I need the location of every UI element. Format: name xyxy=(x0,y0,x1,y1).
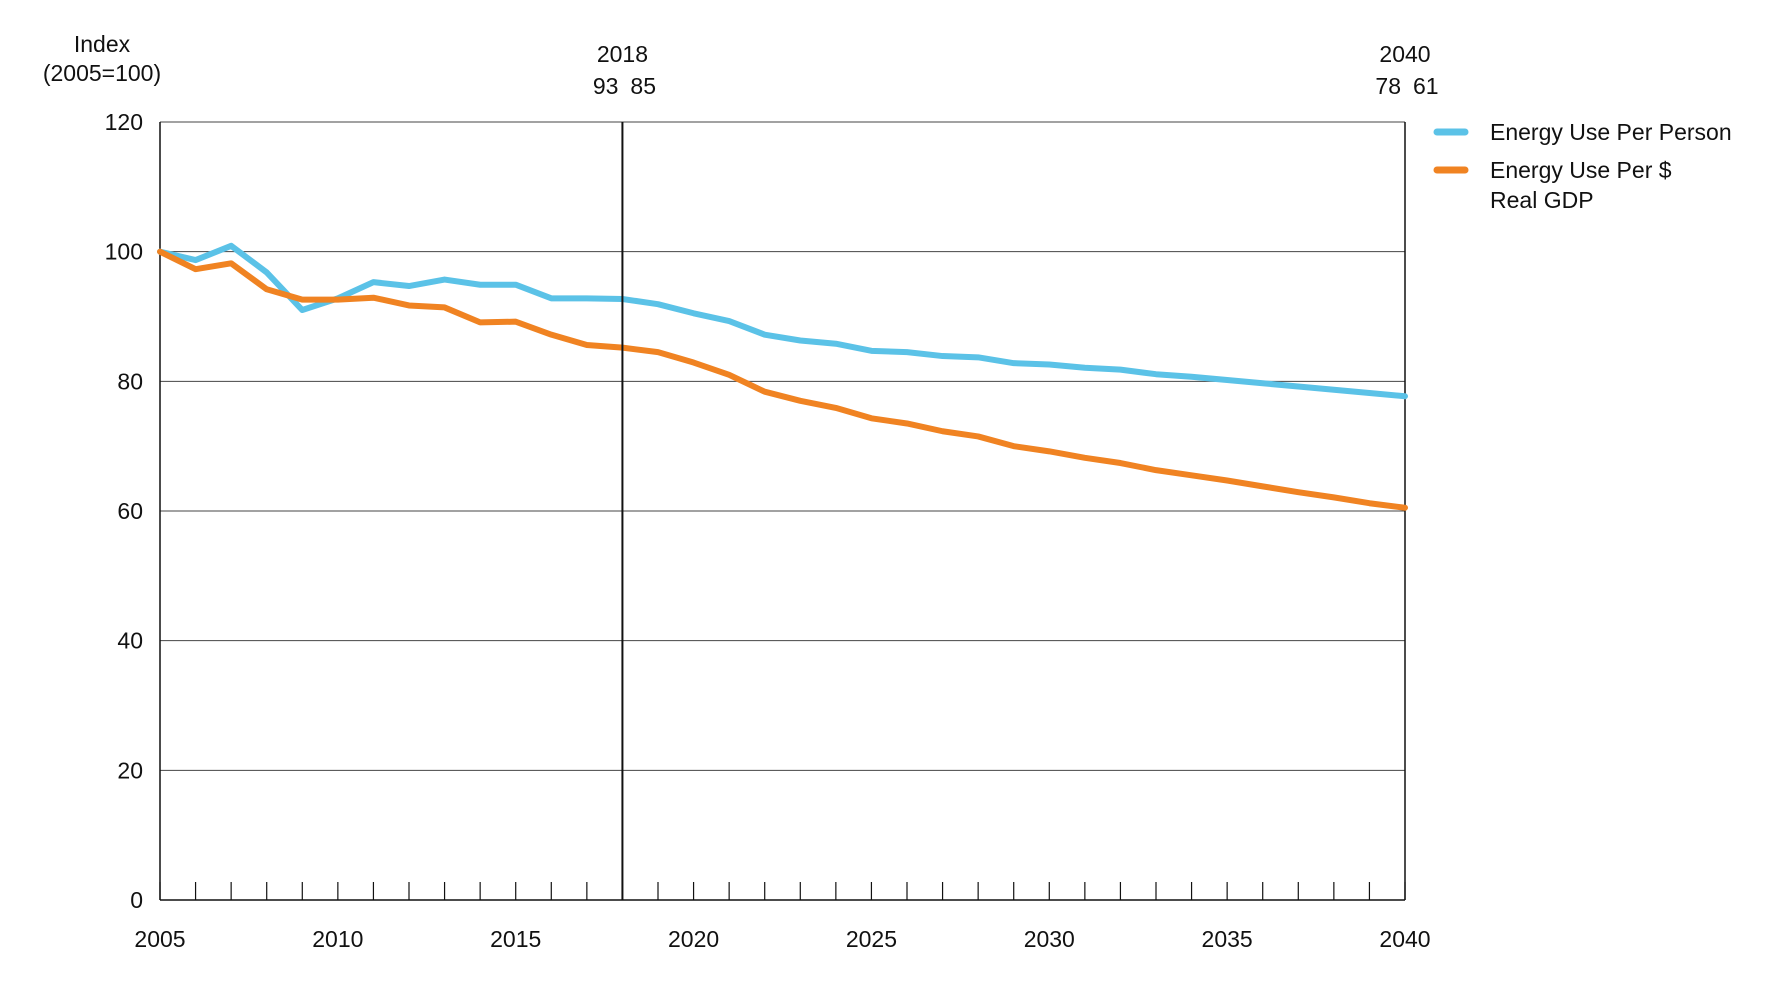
x-tick-label: 2025 xyxy=(846,926,897,952)
marker-year-label: 2018 xyxy=(597,41,648,67)
y-tick-label: 100 xyxy=(105,239,143,265)
series-line-1 xyxy=(157,248,1408,511)
marker-value-series-1: 85 xyxy=(630,73,656,99)
legend-label-1: Real GDP xyxy=(1490,187,1594,213)
legend-label-1: Energy Use Per $ xyxy=(1490,157,1672,183)
annotations: 2018 93 85 2040 78 61 xyxy=(593,41,1439,900)
y-tick-label: 0 xyxy=(130,887,143,913)
y-tick-label: 60 xyxy=(117,498,143,524)
marker-value-series-0: 78 xyxy=(1375,73,1401,99)
x-tick-label: 2005 xyxy=(134,926,185,952)
series-line-0 xyxy=(157,242,1408,400)
legend-label-0: Energy Use Per Person xyxy=(1490,119,1732,145)
x-tick-label: 2020 xyxy=(668,926,719,952)
x-tick-label: 2035 xyxy=(1202,926,1253,952)
marker-value-series-0: 93 xyxy=(593,73,619,99)
y-axis-title: Index xyxy=(74,31,131,57)
x-tick-label: 2040 xyxy=(1379,926,1430,952)
y-tick-label: 40 xyxy=(117,628,143,654)
y-tick-label: 120 xyxy=(105,109,143,135)
marker-year-label: 2040 xyxy=(1379,41,1430,67)
series-lines xyxy=(157,242,1408,511)
x-tick-label: 2030 xyxy=(1024,926,1075,952)
legend: Energy Use Per Person Energy Use Per $ Rea… xyxy=(1433,119,1732,213)
x-tick-label: 2010 xyxy=(312,926,363,952)
y-axis-title: (2005=100) xyxy=(43,60,161,86)
gridlines xyxy=(160,121,1405,901)
x-tick-label: 2015 xyxy=(490,926,541,952)
marker-value-series-1: 61 xyxy=(1413,73,1439,99)
y-tick-label: 20 xyxy=(117,757,143,783)
y-tick-label: 80 xyxy=(117,368,143,394)
